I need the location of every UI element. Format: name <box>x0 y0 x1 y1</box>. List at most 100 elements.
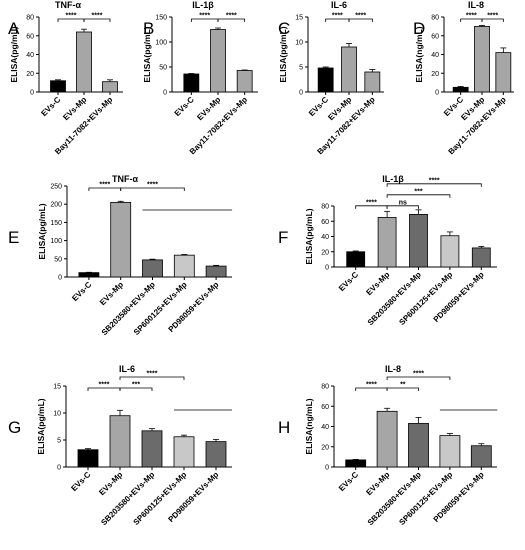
y-tick-label: 5 <box>299 65 303 72</box>
y-tick-label: 50 <box>159 65 167 72</box>
bar <box>317 67 334 93</box>
significance-bracket <box>386 205 419 209</box>
y-tick-label: 80 <box>26 15 34 22</box>
bar <box>141 430 163 468</box>
y-tick-label: 40 <box>321 424 329 431</box>
y-tick-label: 0 <box>163 90 167 97</box>
panel-d: DIL-8ELISA(ng/mL)020406080EVs-CEVs-MpBay… <box>413 0 514 156</box>
bar <box>474 25 490 93</box>
significance-label: **** <box>92 13 103 20</box>
category-label: EVs-C <box>337 470 360 493</box>
bar <box>183 73 200 93</box>
bar <box>102 81 118 93</box>
bar <box>78 272 100 278</box>
chart-title: IL-1β <box>192 0 214 10</box>
y-axis-label: ELISA(pg/mL) <box>142 26 152 82</box>
y-tick-label: 80 <box>431 15 439 22</box>
significance-bracket <box>386 387 419 391</box>
category-label: EVs-Mp <box>97 470 124 497</box>
y-tick-label: 20 <box>26 71 34 78</box>
y-axis-label: ELISA(pg/mL) <box>304 208 314 264</box>
panel-letter: B <box>143 19 154 38</box>
y-tick-label: 20 <box>321 249 329 256</box>
panel-h: H IL-8 ELISA(ng/mL) 0 20 40 60 80 EVs-C EVs-MpSB2… <box>278 364 498 527</box>
bar <box>376 410 398 468</box>
significance-label: **** <box>332 13 343 20</box>
bar <box>142 259 163 278</box>
y-tick-label: 200 <box>50 202 62 209</box>
significance-label: **** <box>487 13 498 20</box>
category-label: SP600125+EVs-Mp <box>397 270 454 327</box>
category-label: SP600125+EVs-Mp <box>132 470 189 527</box>
panel-e: E TNF-α ELISA(pg/mL) 0 50 100 150 200 250 EVs-C EV… <box>8 174 233 337</box>
category-label: EVs-Mp <box>364 470 391 497</box>
bar <box>409 213 428 268</box>
y-tick-label: 40 <box>431 52 439 59</box>
category-label: SB203580+EVs-Mp <box>99 470 156 527</box>
y-tick-label: 0 <box>57 465 61 472</box>
significance-label: *** <box>414 188 422 195</box>
bar <box>341 46 357 93</box>
panel-letter: F <box>278 228 288 247</box>
significance-bracket <box>348 18 373 22</box>
significance-bracket <box>120 187 185 191</box>
significance-bracket <box>386 183 482 187</box>
significance-bracket <box>119 387 153 391</box>
chart-title: IL-6 <box>119 364 135 374</box>
category-label: SB203580+EVs-Mp <box>100 280 157 337</box>
panel-letter: D <box>413 19 425 38</box>
panel-letter: G <box>8 418 21 437</box>
significance-bracket <box>119 376 185 380</box>
bar <box>470 445 492 468</box>
bar <box>173 254 195 278</box>
significance-bracket <box>481 18 504 22</box>
category-label: SB203580+EVs-Mp <box>366 470 423 527</box>
bar <box>377 217 397 268</box>
category-label: EVs-C <box>39 95 62 118</box>
panel-letter: A <box>8 19 20 38</box>
significance-bracket <box>386 376 451 380</box>
bar <box>205 265 227 278</box>
y-axis-label: ELISA(pg/mL) <box>9 26 19 82</box>
bar <box>210 29 226 93</box>
y-axis-label: ELISA(pg/mL) <box>36 398 46 454</box>
significance-bracket <box>83 18 111 22</box>
y-tick-label: 60 <box>26 33 34 40</box>
chart-title: IL-8 <box>385 364 401 374</box>
y-axis-label: ELISA(ng/mL) <box>304 398 314 454</box>
chart-title: IL-6 <box>331 0 347 10</box>
y-axis-label: ELISA(pg/mL) <box>278 26 288 82</box>
category-label: EVs-Mp <box>98 280 125 307</box>
significance-label: *** <box>132 382 140 389</box>
bar <box>236 70 253 93</box>
significance-bracket <box>386 194 451 198</box>
chart-title: TNF-α <box>55 0 81 10</box>
bar <box>76 31 92 93</box>
y-tick-label: 100 <box>155 40 167 47</box>
category-label: EVs-Mp <box>364 270 391 297</box>
y-tick-label: 100 <box>50 238 62 245</box>
chart-title: IL-1β <box>382 174 404 184</box>
bar <box>495 52 512 93</box>
panel-letter: C <box>278 19 290 38</box>
y-tick-label: 150 <box>155 15 167 22</box>
y-tick-label: 20 <box>321 444 329 451</box>
y-tick-label: 40 <box>26 52 34 59</box>
y-tick-label: 20 <box>431 71 439 78</box>
y-tick-label: 5 <box>57 438 61 445</box>
significance-label: **** <box>147 371 158 378</box>
bar <box>110 201 132 278</box>
bar <box>346 251 366 268</box>
bar <box>440 235 460 268</box>
y-tick-label: 40 <box>321 234 329 241</box>
bar <box>471 247 491 268</box>
y-axis-label: ELISA(ng/mL) <box>414 26 424 82</box>
panel-c: CIL-6ELISA(pg/mL)051015EVs-CEVs-MpBay11-… <box>278 0 384 156</box>
category-label: EVs-C <box>337 270 360 293</box>
bar <box>109 415 131 468</box>
y-tick-label: 0 <box>435 90 439 97</box>
y-tick-label: 50 <box>54 256 62 263</box>
bar <box>50 80 66 93</box>
panel-letter: H <box>278 418 290 437</box>
y-tick-label: 10 <box>295 40 303 47</box>
